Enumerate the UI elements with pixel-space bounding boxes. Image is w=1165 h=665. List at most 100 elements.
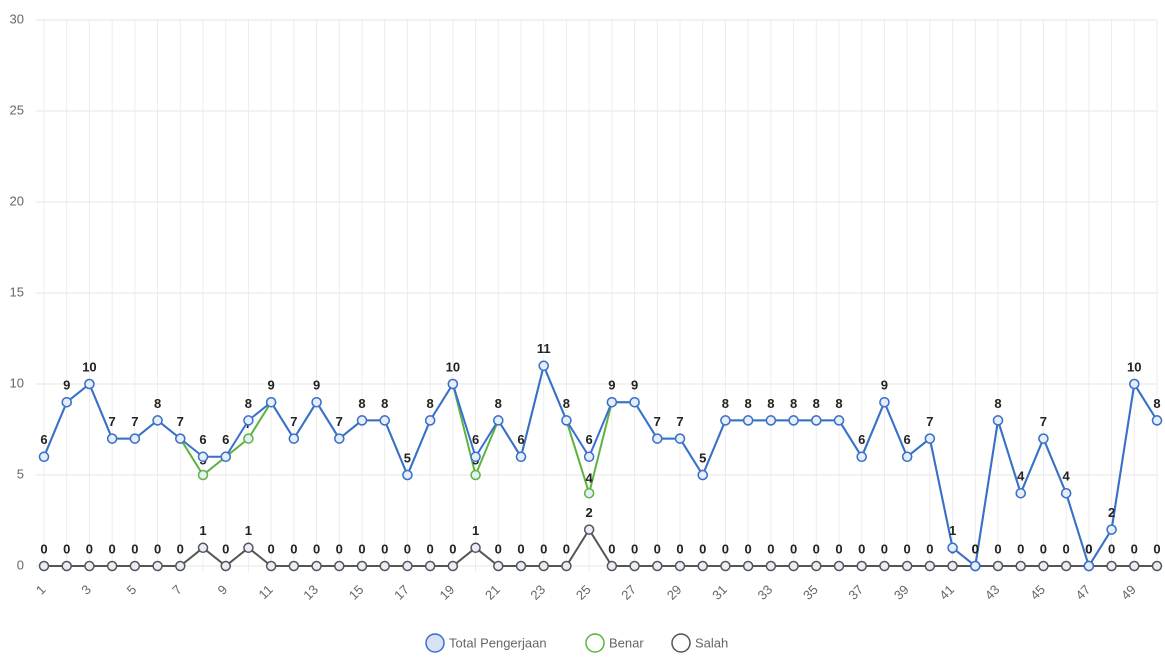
- data-label: 2: [1108, 505, 1115, 520]
- data-point: [811, 560, 822, 572]
- data-point: [879, 396, 890, 408]
- data-label: 8: [154, 396, 161, 411]
- data-label: 0: [722, 541, 729, 556]
- data-point: [674, 560, 686, 572]
- data-point: [720, 560, 731, 572]
- x-tick-label: 41: [936, 582, 957, 603]
- x-tick-label: 19: [437, 582, 458, 603]
- data-point: [901, 451, 913, 463]
- data-label: 0: [790, 541, 797, 556]
- data-label: 0: [1085, 541, 1092, 556]
- data-point: [697, 560, 708, 572]
- data-label: 7: [290, 414, 297, 429]
- data-label: 7: [676, 414, 683, 429]
- data-point: [243, 542, 254, 554]
- legend-swatch: [425, 633, 445, 653]
- data-label: 11: [537, 341, 551, 356]
- data-label: 5: [404, 450, 411, 465]
- data-point: [1106, 524, 1117, 535]
- data-label: 0: [40, 541, 47, 556]
- data-point: [947, 542, 958, 554]
- data-point: [288, 433, 300, 444]
- data-point: [334, 560, 345, 572]
- series-line: [43, 362, 1158, 569]
- data-point: [538, 360, 549, 372]
- data-point: [129, 560, 141, 572]
- data-label: 9: [313, 378, 320, 393]
- data-point: [833, 415, 845, 426]
- data-label: 10: [1127, 359, 1141, 374]
- data-point: [992, 415, 1004, 426]
- data-label: 0: [972, 541, 979, 556]
- data-label: 0: [177, 541, 184, 556]
- x-tick-label: 15: [346, 582, 367, 603]
- data-point: [924, 433, 936, 444]
- data-point: [197, 469, 209, 481]
- data-label: 0: [427, 541, 434, 556]
- data-point: [833, 560, 845, 572]
- data-point: [61, 396, 72, 408]
- data-label: 7: [336, 414, 343, 429]
- data-label: 0: [131, 541, 138, 556]
- data-point: [424, 415, 436, 426]
- x-tick-label: 45: [1027, 582, 1048, 603]
- data-label: 0: [608, 541, 615, 556]
- data-point: [1129, 378, 1140, 390]
- data-point: [515, 451, 527, 463]
- data-point: [106, 433, 118, 444]
- x-tick-label: 39: [891, 582, 912, 603]
- data-label: 10: [446, 359, 460, 374]
- data-label: 7: [109, 414, 116, 429]
- data-point: [470, 451, 481, 463]
- x-tick-label: 3: [78, 582, 94, 598]
- data-point: [1015, 560, 1026, 572]
- x-tick-label: 43: [982, 582, 1003, 603]
- x-tick-label: 7: [169, 582, 185, 598]
- data-point: [243, 415, 254, 426]
- data-label: 7: [654, 414, 661, 429]
- data-label: 0: [676, 541, 683, 556]
- data-label: 8: [381, 396, 388, 411]
- data-point: [129, 433, 141, 444]
- data-label: 8: [835, 396, 842, 411]
- data-point: [220, 451, 231, 463]
- data-point: [493, 415, 504, 426]
- data-point: [538, 560, 549, 572]
- y-tick-label: 30: [10, 11, 24, 26]
- data-label: 0: [1085, 541, 1092, 556]
- x-tick-label: 27: [618, 582, 639, 603]
- data-point: [1038, 560, 1049, 572]
- data-point: [106, 560, 118, 572]
- data-label: 9: [631, 378, 638, 393]
- data-label: 8: [358, 396, 365, 411]
- x-tick-label: 5: [124, 582, 140, 598]
- x-tick-label: 13: [300, 582, 321, 603]
- data-point: [493, 560, 504, 572]
- data-point: [606, 396, 618, 408]
- data-label: 0: [63, 541, 70, 556]
- data-label: 6: [586, 432, 593, 447]
- data-point: [402, 469, 413, 481]
- x-tick-label: 23: [527, 582, 548, 603]
- data-label: 7: [177, 414, 184, 429]
- data-point: [288, 560, 300, 572]
- data-point: [742, 560, 754, 572]
- data-label: 9: [268, 378, 275, 393]
- data-point: [561, 560, 572, 572]
- data-point: [765, 415, 777, 426]
- data-point: [243, 433, 254, 444]
- data-point: [311, 560, 322, 572]
- data-point: [424, 560, 436, 572]
- x-tick-label: 47: [1073, 582, 1094, 603]
- data-point: [447, 378, 459, 390]
- x-tick-label: 33: [755, 582, 776, 603]
- data-label: 8: [790, 396, 797, 411]
- data-point: [583, 451, 595, 463]
- data-label: 5: [699, 450, 706, 465]
- data-label: 0: [1153, 541, 1160, 556]
- data-point: [856, 451, 867, 463]
- data-point: [334, 433, 345, 444]
- data-label: 4: [1017, 469, 1025, 484]
- data-point: [1083, 560, 1095, 572]
